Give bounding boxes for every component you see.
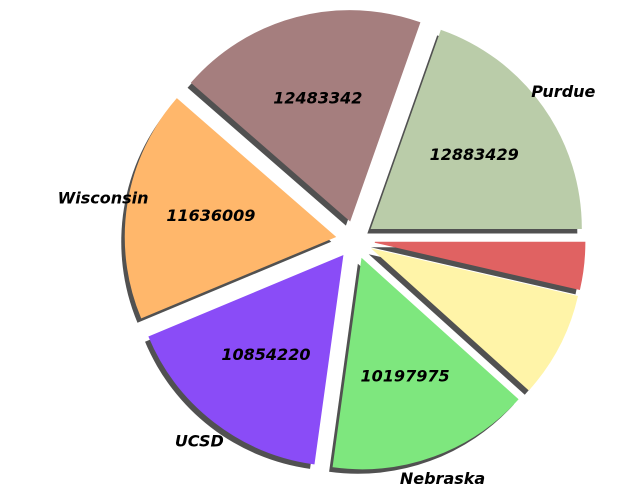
slice bbox=[374, 241, 586, 291]
value-label: 12483342 bbox=[273, 88, 362, 107]
value-label: 11636009 bbox=[166, 206, 255, 225]
slice bbox=[190, 10, 421, 222]
value-label: 12883429 bbox=[430, 145, 519, 164]
slice bbox=[124, 98, 337, 319]
slice bbox=[370, 248, 578, 391]
slice-label: UCSD bbox=[175, 432, 224, 451]
slice bbox=[148, 255, 344, 465]
slice bbox=[332, 257, 519, 470]
slice-label: Wisconsin bbox=[58, 189, 149, 208]
slice-label: Purdue bbox=[531, 82, 595, 101]
slice-label: Nebraska bbox=[400, 469, 485, 488]
slice bbox=[370, 29, 582, 229]
value-label: 10197975 bbox=[361, 367, 450, 386]
value-label: 10854220 bbox=[221, 345, 310, 364]
